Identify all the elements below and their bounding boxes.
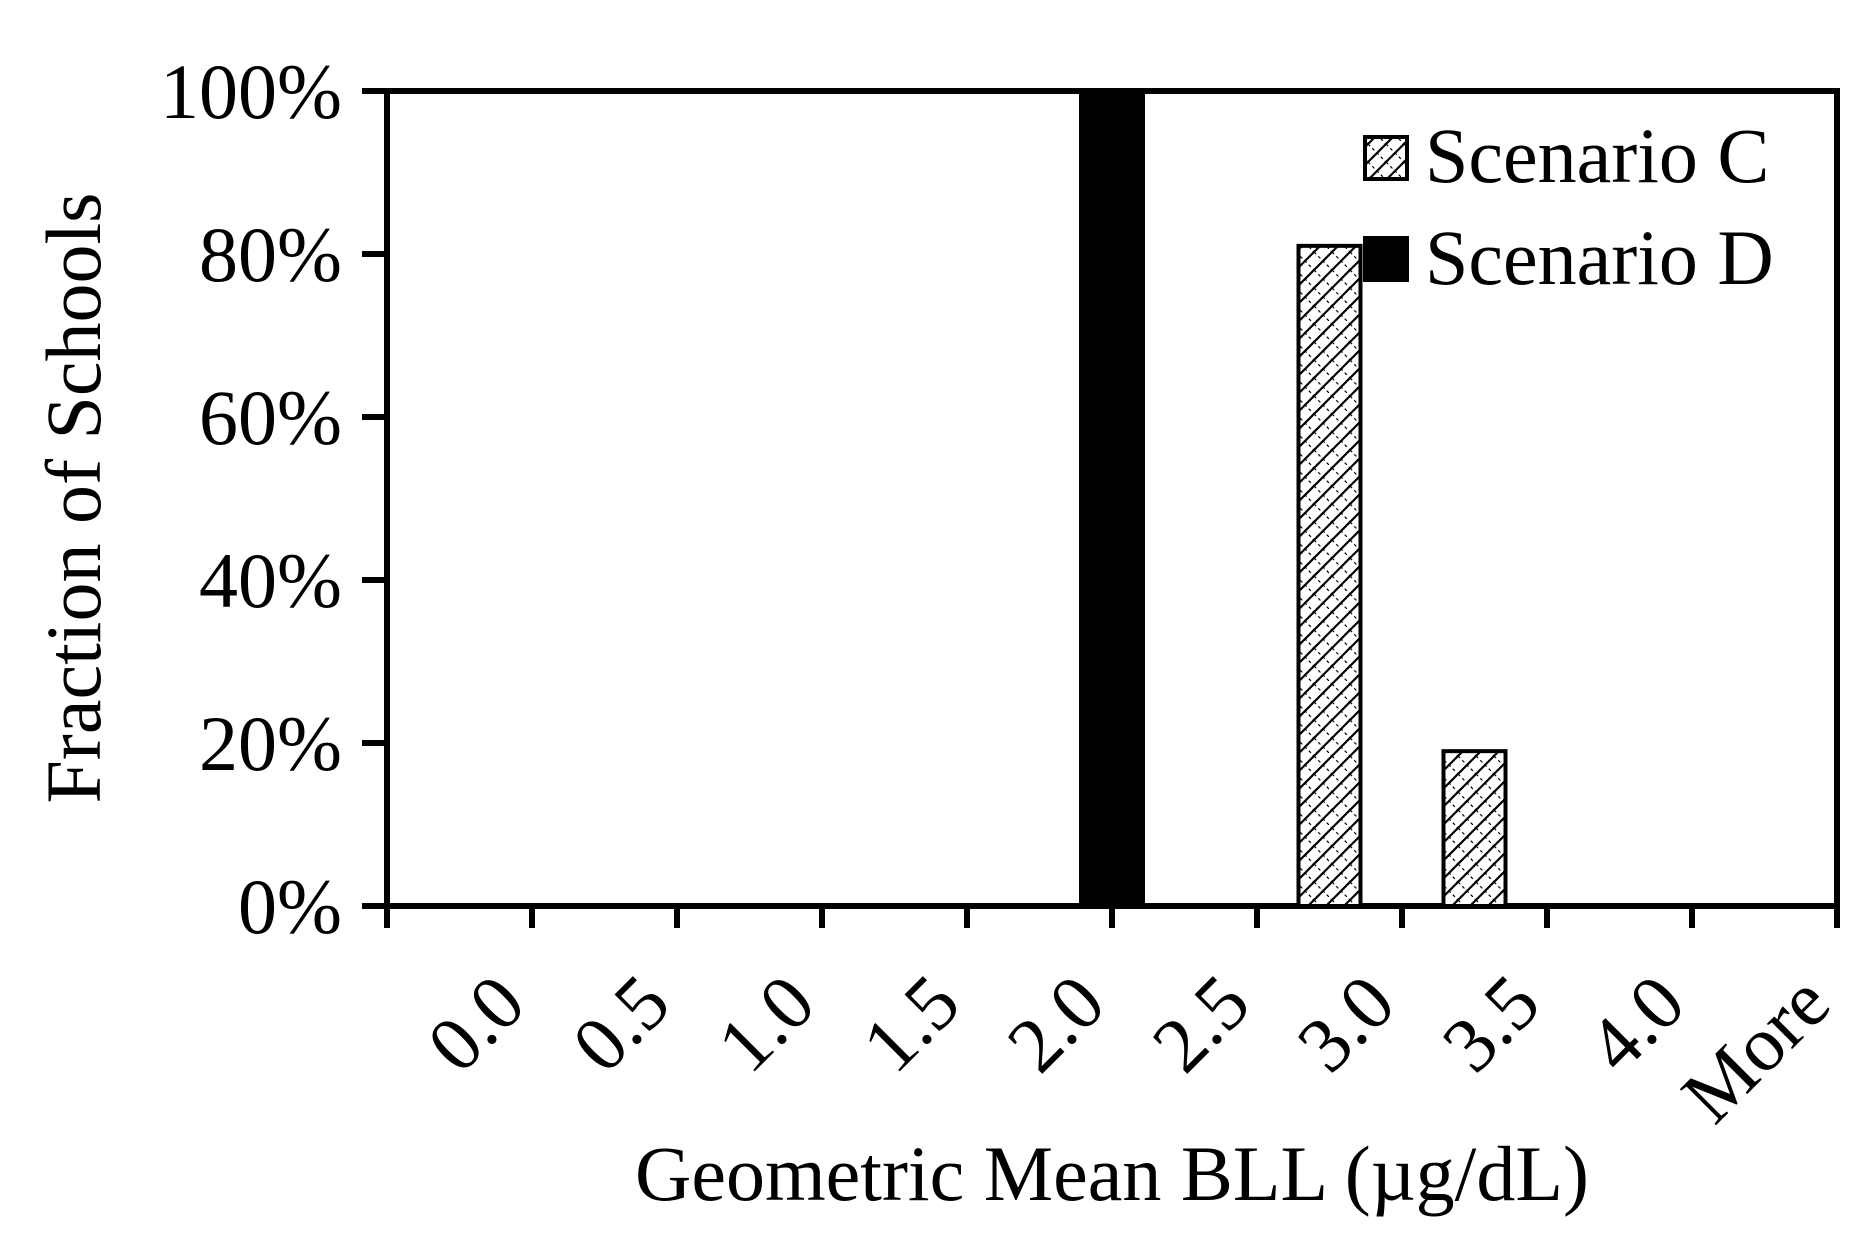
plot-area: 0% 20% 40% 60% 80% 100% 0.0 0.5 1.0 1.5 2.0 2.5 3.0… xyxy=(160,48,1846,1139)
y-tick-label: 60% xyxy=(199,374,342,461)
y-tick-label: 100% xyxy=(160,48,342,135)
x-tick-label: 3.0 xyxy=(1280,958,1410,1088)
y-axis: 0% 20% 40% 60% 80% 100% xyxy=(160,48,387,950)
y-tick-label: 20% xyxy=(199,700,342,787)
x-tick-label: 2.0 xyxy=(990,958,1120,1088)
x-tick-label: 0.0 xyxy=(410,958,540,1088)
legend-label-scenario-c: Scenario C xyxy=(1425,112,1769,199)
bars-group xyxy=(1079,89,1508,909)
y-tick-label: 0% xyxy=(238,863,342,950)
legend-item-scenario-c: Scenario C xyxy=(1363,112,1769,199)
legend: Scenario C Scenario D xyxy=(1363,112,1774,301)
bar-scenario-c xyxy=(1441,749,1508,909)
y-tick-label: 80% xyxy=(199,211,342,298)
bar-scenario-d xyxy=(1079,89,1145,908)
x-tick-label: 1.5 xyxy=(845,958,975,1088)
y-tick-label: 40% xyxy=(199,537,342,624)
y-axis-title: Fraction of Schools xyxy=(30,193,117,804)
legend-label-scenario-d: Scenario D xyxy=(1425,214,1774,301)
legend-swatch-scenario-d xyxy=(1363,236,1409,282)
x-tick-label: More xyxy=(1665,958,1846,1139)
bar-scenario-c xyxy=(1296,243,1363,909)
x-tick-label: 3.5 xyxy=(1425,958,1555,1088)
legend-item-scenario-d: Scenario D xyxy=(1363,214,1774,301)
x-tick-label: 0.5 xyxy=(555,958,685,1088)
x-axis-title: Geometric Mean BLL (µg/dL) xyxy=(635,1130,1589,1217)
x-tick-label: 2.5 xyxy=(1135,958,1265,1088)
legend-swatch-scenario-c xyxy=(1363,135,1409,181)
x-tick-label: 1.0 xyxy=(700,958,830,1088)
